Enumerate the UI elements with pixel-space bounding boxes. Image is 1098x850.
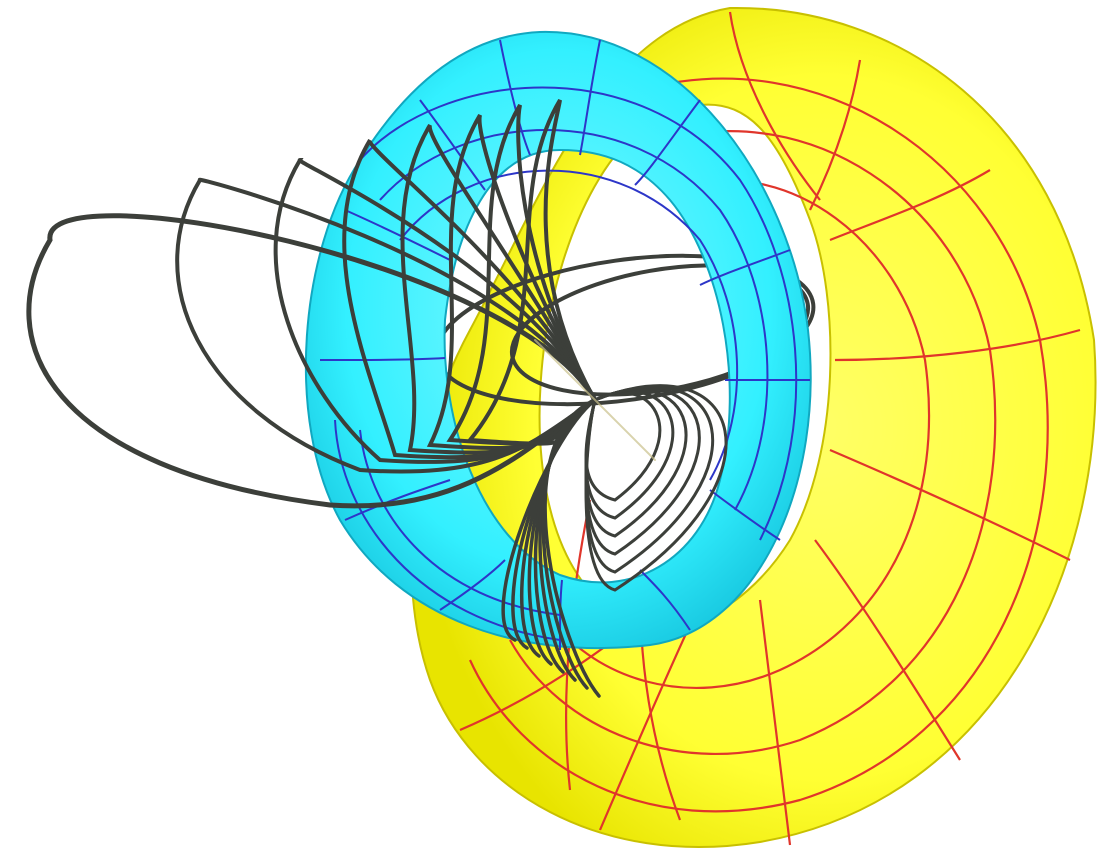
field-line-loop: [584, 389, 675, 520]
field-line-loop: [543, 398, 601, 698]
field-line-loop: [584, 391, 662, 502]
field-line-loop: [584, 384, 728, 592]
field-line-loop: [175, 177, 597, 474]
field-line-loops: [26, 98, 728, 698]
field-line-loop: [446, 103, 597, 446]
cyan-torus-grid: [319, 39, 811, 651]
loop-highlight: [534, 339, 656, 461]
field-line-loop: [584, 388, 688, 538]
yellow-torus-grid: [459, 11, 1081, 846]
